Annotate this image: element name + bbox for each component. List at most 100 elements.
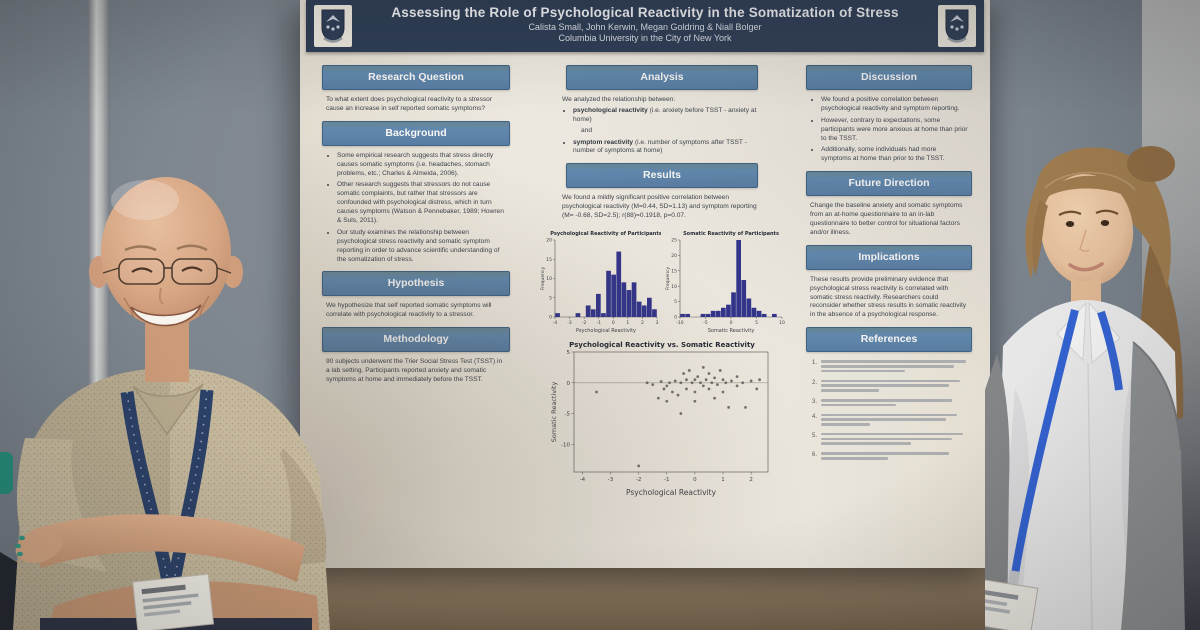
svg-text:-5: -5: [703, 320, 708, 326]
poster-affiliation: Columbia University in the City of New Y…: [558, 33, 732, 43]
svg-text:Frequency: Frequency: [665, 267, 671, 291]
svg-text:-1: -1: [596, 320, 601, 326]
analysis-bullet: psychological reactivity (i.e. anxiety b…: [573, 107, 762, 136]
section-implications-title: Implications: [806, 244, 972, 270]
eye: [1100, 220, 1110, 226]
gray-cardigan: [1121, 342, 1185, 630]
gray-cardigan-shoulder: [985, 354, 1010, 630]
svg-text:15: 15: [671, 268, 677, 274]
columbia-crest-icon: [314, 5, 352, 47]
svg-text:-10: -10: [561, 442, 570, 448]
eyebrow: [1095, 209, 1119, 215]
smiling-eye: [181, 266, 203, 272]
analysis-definition: (i.e. anxiety before TSST - anxiety at h…: [573, 106, 757, 123]
section-hypothesis-title: Hypothesis: [322, 271, 510, 297]
svg-text:-5: -5: [565, 412, 571, 418]
name-badge: [132, 573, 215, 630]
researcher-left-photo: [13, 177, 330, 630]
svg-text:Psychological Reactivity: Psychological Reactivity: [626, 488, 717, 497]
svg-text:10: 10: [546, 276, 552, 282]
discussion-bullet: However, contrary to expectations, some …: [821, 117, 968, 144]
svg-text:5: 5: [755, 320, 758, 326]
background-bullet: Some empirical research suggests that st…: [337, 152, 506, 179]
poster-title-band: Assessing the Role of Psychological Reac…: [306, 0, 984, 52]
svg-text:5: 5: [549, 295, 552, 301]
svg-text:3: 3: [656, 320, 659, 326]
svg-text:Somatic Reactivity: Somatic Reactivity: [550, 382, 558, 443]
svg-text:0: 0: [612, 320, 615, 326]
reference-entry: 5.: [812, 432, 966, 447]
poster-title: Assessing the Role of Psychological Reac…: [391, 5, 899, 20]
research-poster: Assessing the Role of Psychological Reac…: [300, 0, 990, 568]
section-results-body: We found a mildly significant positive c…: [562, 194, 757, 220]
svg-text:-2: -2: [582, 320, 587, 326]
navy-lanyard: [120, 389, 214, 584]
svg-text:-3: -3: [608, 477, 614, 483]
section-references-title: References: [806, 327, 972, 353]
poster-middle-column: Analysis We analyzed the relationship be…: [538, 58, 786, 498]
poster-left-column: Research Question To what extent does ps…: [316, 58, 516, 388]
hand: [15, 529, 63, 563]
section-research-question-body: To what extent does psychological reacti…: [326, 96, 493, 112]
svg-text:0: 0: [730, 320, 733, 326]
svg-text:Psychological Reactivity: Psychological Reactivity: [576, 328, 636, 334]
svg-text:0: 0: [674, 315, 677, 321]
svg-text:2: 2: [749, 477, 753, 483]
open-collar: [132, 383, 204, 436]
svg-text:-4: -4: [553, 320, 558, 326]
svg-text:Somatic Reactivity of Particip: Somatic Reactivity of Participants: [683, 231, 779, 237]
svg-text:1: 1: [626, 320, 629, 326]
poster-heading: Assessing the Role of Psychological Reac…: [352, 5, 938, 43]
smiling-eye: [131, 267, 153, 273]
svg-text:10: 10: [779, 320, 785, 326]
svg-text:Somatic Reactivity: Somatic Reactivity: [708, 328, 755, 334]
svg-text:0: 0: [549, 315, 552, 321]
svg-text:Frequency: Frequency: [540, 267, 546, 291]
svg-text:20: 20: [546, 238, 552, 244]
svg-text:-1: -1: [664, 477, 669, 483]
face: [1040, 174, 1134, 286]
svg-text:10: 10: [671, 284, 677, 290]
section-discussion-body: We found a positive correlation between …: [800, 96, 978, 164]
analysis-conjunction: and: [581, 126, 593, 134]
svg-text:2: 2: [641, 320, 644, 326]
somatic-reactivity-histogram: -10 -5 0 5 10 0 5 10 15 20 25 Somatic Reactivity of…: [665, 231, 785, 334]
blue-lanyard: [1007, 309, 1123, 586]
svg-text:-3: -3: [567, 320, 572, 326]
svg-text:-2: -2: [636, 477, 641, 483]
analysis-bullet: symptom reactivity (i.e. number of sympt…: [573, 139, 762, 157]
teal-edge-object: [0, 452, 13, 494]
glasses: [102, 258, 232, 285]
columbia-crest-icon: [938, 5, 976, 47]
section-background-title: Background: [322, 120, 510, 146]
crossed-forearm: [31, 514, 305, 582]
section-methodology-title: Methodology: [322, 327, 510, 353]
bald-head: [101, 177, 231, 327]
section-future-direction-body: Change the baseline anxiety and somatic …: [810, 202, 963, 236]
svg-text:1: 1: [721, 477, 725, 483]
poster-authors: Calista Small, John Kerwin, Megan Goldri…: [528, 22, 762, 32]
svg-text:5: 5: [674, 299, 677, 305]
svg-text:25: 25: [671, 238, 677, 244]
eyebrow: [1058, 210, 1082, 216]
reference-entry: 3.: [812, 398, 966, 409]
hair-bun: [1127, 146, 1175, 182]
analysis-term: psychological reactivity: [573, 106, 648, 114]
section-background-body: Some empirical research suggests that st…: [316, 152, 516, 265]
svg-text:15: 15: [546, 257, 552, 263]
section-methodology-body: 90 subjects underwent the Trier Social S…: [326, 358, 503, 384]
smile: [130, 304, 202, 327]
background-bullet: Other research suggests that stressors d…: [337, 181, 506, 225]
section-analysis-body: We analyzed the relationship between: ps…: [538, 96, 786, 156]
section-research-question-title: Research Question: [322, 65, 510, 90]
psychological-reactivity-histogram: -4 -3 -2 -1 0 1 2 3 0 5 10 15 20 Psychological Reacti…: [540, 231, 661, 334]
analysis-term: symptom reactivity: [573, 138, 634, 146]
reference-entry: 1.: [812, 360, 966, 374]
svg-text:0: 0: [567, 381, 571, 387]
smile: [1068, 262, 1104, 272]
background-bullet: Our study examines the relationship betw…: [337, 229, 506, 265]
references-list: 1. 2. 3. 4. 5. 6.: [800, 358, 978, 469]
discussion-bullet: We found a positive correlation between …: [821, 96, 968, 114]
